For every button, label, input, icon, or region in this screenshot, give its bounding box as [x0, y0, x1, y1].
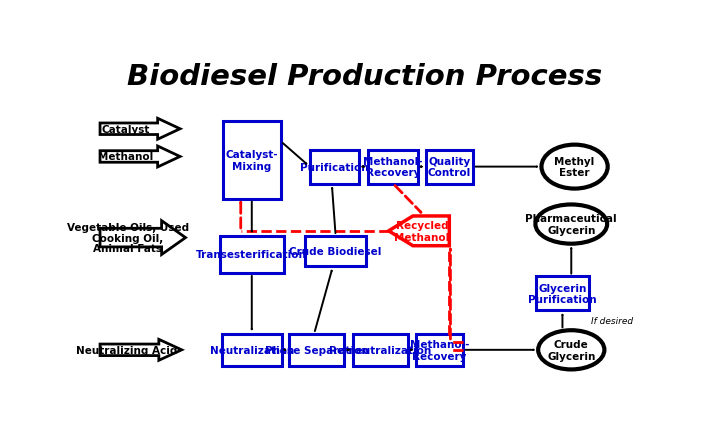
FancyBboxPatch shape: [305, 237, 366, 267]
Text: Pharmaceutical
Glycerin: Pharmaceutical Glycerin: [525, 214, 617, 235]
Text: Crude
Glycerin: Crude Glycerin: [547, 339, 595, 361]
FancyBboxPatch shape: [426, 150, 473, 184]
FancyBboxPatch shape: [220, 237, 283, 273]
FancyArrow shape: [100, 119, 180, 140]
Text: Biodiesel Production Process: Biodiesel Production Process: [127, 63, 602, 91]
FancyBboxPatch shape: [289, 334, 345, 366]
Text: Catalyst-
Mixing: Catalyst- Mixing: [226, 150, 278, 171]
FancyBboxPatch shape: [222, 334, 281, 366]
Text: Re-neutralization: Re-neutralization: [329, 345, 431, 355]
Text: If desired: If desired: [592, 316, 634, 325]
Text: Methyl
Ester: Methyl Ester: [555, 156, 595, 178]
FancyBboxPatch shape: [536, 277, 589, 311]
Text: Neutralizing Acid: Neutralizing Acid: [75, 345, 177, 355]
FancyArrow shape: [100, 147, 180, 168]
FancyArrow shape: [100, 221, 186, 255]
Polygon shape: [389, 216, 449, 246]
Text: Methanol: Methanol: [98, 152, 154, 162]
Ellipse shape: [535, 205, 607, 244]
Text: Transesterification: Transesterification: [197, 250, 307, 260]
Text: Crude Biodiesel: Crude Biodiesel: [290, 247, 382, 257]
FancyArrow shape: [100, 339, 182, 360]
Ellipse shape: [542, 145, 608, 189]
Text: Catalyst: Catalyst: [102, 124, 150, 134]
Text: Phase Separation: Phase Separation: [265, 345, 369, 355]
Text: Quality
Control: Quality Control: [428, 156, 471, 178]
Text: Recycled
Methanol: Recycled Methanol: [394, 220, 450, 242]
FancyBboxPatch shape: [416, 334, 463, 366]
Text: Vegetable Oils, Used
Cooking Oil,
Animal Fats: Vegetable Oils, Used Cooking Oil, Animal…: [67, 223, 189, 254]
Text: Methanol-
Recovery: Methanol- Recovery: [363, 156, 423, 178]
FancyBboxPatch shape: [368, 150, 418, 184]
Text: Glycerin
Purification: Glycerin Purification: [528, 283, 597, 304]
Text: Methanol-
Recovery: Methanol- Recovery: [409, 339, 469, 361]
Text: Purification: Purification: [300, 162, 369, 172]
FancyBboxPatch shape: [352, 334, 408, 366]
Ellipse shape: [538, 330, 604, 370]
FancyBboxPatch shape: [310, 150, 360, 184]
FancyBboxPatch shape: [223, 122, 281, 199]
Text: Neutralization: Neutralization: [209, 345, 294, 355]
